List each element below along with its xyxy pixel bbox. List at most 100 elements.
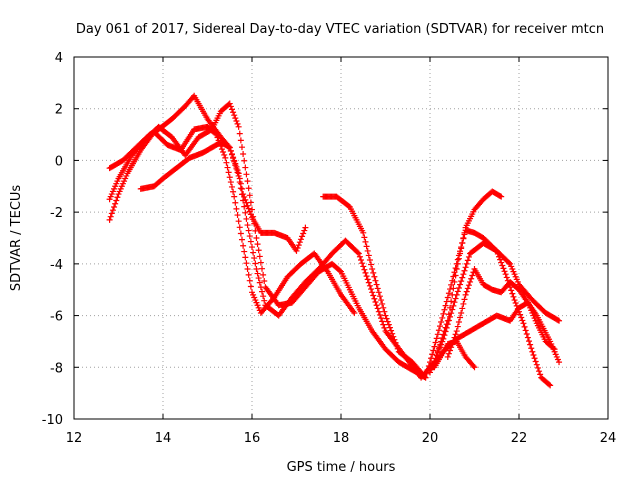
data-point bbox=[384, 318, 391, 325]
data-point bbox=[249, 244, 255, 251]
data-point bbox=[448, 281, 455, 288]
data-point bbox=[512, 299, 519, 306]
data-point bbox=[449, 277, 456, 284]
data-point bbox=[445, 290, 452, 297]
data-point bbox=[252, 227, 259, 234]
data-point bbox=[230, 109, 237, 116]
data-point bbox=[358, 256, 365, 263]
series-track-9 bbox=[431, 338, 478, 371]
data-point bbox=[444, 321, 451, 328]
data-point bbox=[517, 311, 524, 318]
data-point bbox=[386, 324, 393, 331]
data-point bbox=[113, 197, 120, 204]
x-tick-label: 16 bbox=[244, 431, 261, 446]
data-point bbox=[520, 320, 527, 327]
data-point bbox=[234, 212, 241, 219]
series-track-3 bbox=[106, 123, 358, 316]
data-point bbox=[455, 252, 462, 259]
data-point bbox=[505, 259, 512, 266]
data-point bbox=[435, 327, 442, 334]
x-axis-label: GPS time / hours bbox=[287, 460, 396, 475]
data-point bbox=[256, 279, 263, 286]
data-point bbox=[531, 355, 538, 362]
data-point bbox=[439, 314, 446, 321]
data-point bbox=[366, 256, 373, 263]
y-tick-label: 4 bbox=[55, 51, 63, 66]
data-point bbox=[445, 317, 452, 324]
data-point bbox=[260, 271, 267, 278]
data-point bbox=[224, 164, 231, 171]
data-point bbox=[514, 305, 521, 312]
data-point bbox=[370, 269, 377, 276]
data-point bbox=[236, 224, 243, 231]
data-point bbox=[360, 229, 367, 236]
data-point bbox=[368, 261, 375, 268]
data-point bbox=[375, 308, 382, 315]
data-point bbox=[233, 117, 240, 124]
data-point bbox=[108, 210, 115, 217]
data-point bbox=[255, 275, 262, 282]
data-point bbox=[437, 344, 444, 351]
data-point bbox=[435, 347, 442, 354]
data-point bbox=[501, 268, 508, 275]
data-point bbox=[256, 253, 263, 260]
data-point bbox=[509, 290, 516, 297]
data-point bbox=[440, 310, 447, 317]
data-point bbox=[345, 203, 352, 210]
data-point bbox=[498, 259, 505, 266]
data-point bbox=[382, 312, 389, 319]
y-tick-label: 2 bbox=[55, 103, 63, 118]
data-point bbox=[373, 302, 380, 309]
data-point bbox=[270, 295, 277, 302]
data-point bbox=[244, 178, 251, 185]
data-point bbox=[366, 282, 373, 289]
data-point bbox=[497, 256, 504, 263]
data-point bbox=[470, 362, 477, 369]
data-point bbox=[221, 151, 228, 158]
data-point bbox=[467, 278, 474, 285]
data-point bbox=[462, 264, 469, 271]
data-point bbox=[393, 342, 400, 349]
data-point bbox=[245, 185, 252, 192]
data-point bbox=[351, 309, 358, 316]
data-point bbox=[253, 266, 260, 273]
data-point bbox=[536, 368, 543, 375]
data-point bbox=[237, 137, 244, 144]
x-tick-label: 18 bbox=[333, 431, 350, 446]
data-point bbox=[454, 323, 461, 330]
data-point bbox=[253, 235, 260, 241]
data-point bbox=[371, 295, 378, 302]
data-point bbox=[431, 343, 438, 350]
data-point bbox=[495, 253, 502, 260]
x-tick-label: 14 bbox=[155, 431, 172, 446]
data-point bbox=[238, 236, 245, 243]
data-point bbox=[527, 341, 534, 348]
data-point bbox=[380, 304, 387, 311]
data-point bbox=[378, 297, 385, 304]
data-point bbox=[369, 266, 376, 273]
data-point bbox=[374, 305, 381, 312]
data-point bbox=[293, 247, 300, 254]
data-point bbox=[378, 315, 385, 322]
data-point bbox=[247, 238, 254, 245]
data-point bbox=[447, 286, 454, 293]
data-point bbox=[453, 266, 460, 273]
data-point bbox=[379, 318, 386, 325]
data-point bbox=[213, 131, 220, 138]
data-point bbox=[370, 292, 377, 299]
x-axis-ticks: 12 14 16 18 20 22 24 bbox=[66, 57, 616, 446]
data-point bbox=[109, 207, 116, 214]
data-point bbox=[459, 274, 466, 281]
data-point bbox=[388, 327, 395, 334]
data-point bbox=[245, 205, 252, 212]
data-point bbox=[463, 288, 470, 295]
data-point bbox=[299, 233, 306, 240]
data-point bbox=[441, 306, 448, 313]
data-point bbox=[244, 266, 251, 273]
data-point bbox=[227, 148, 234, 155]
data-point bbox=[302, 224, 309, 231]
data-point bbox=[498, 193, 505, 200]
data-point bbox=[390, 333, 397, 340]
data-point bbox=[392, 339, 399, 346]
